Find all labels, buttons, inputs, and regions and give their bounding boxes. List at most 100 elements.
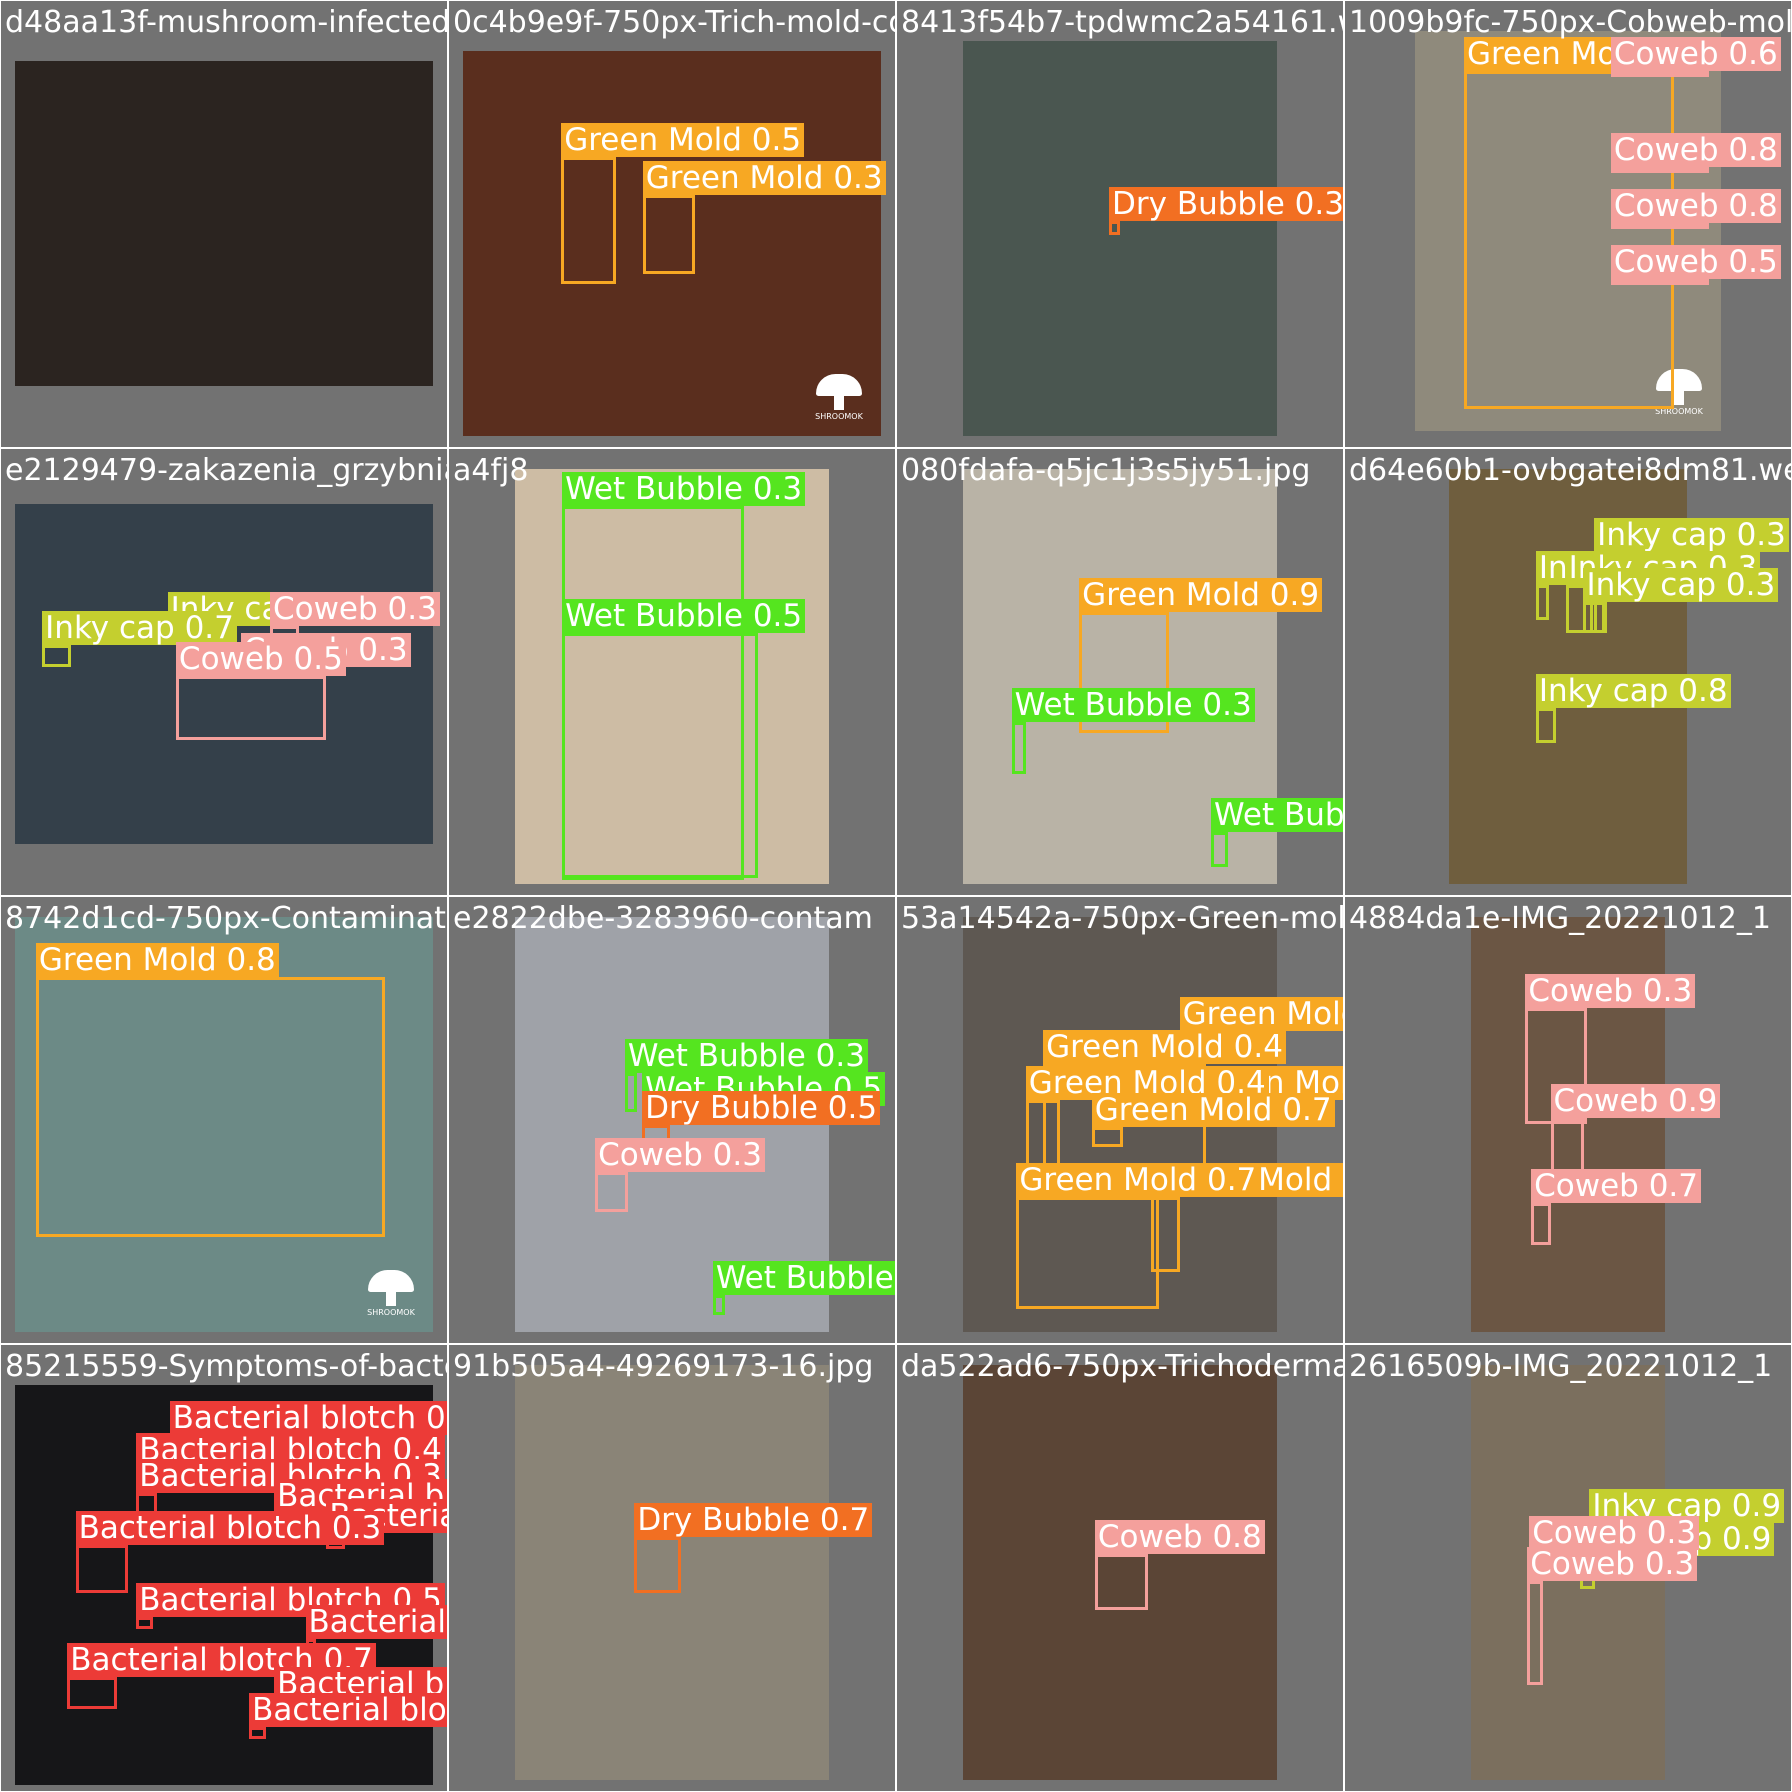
tile-filename: 8413f54b7-tpdwmc2a54161.webp: [901, 5, 1343, 40]
detection-box: [1091, 1126, 1124, 1148]
detection-box: [1094, 1553, 1149, 1610]
detection-box: [624, 1072, 638, 1113]
detection-label: Bacterial blotch 0.8: [305, 1605, 447, 1639]
tile-filename: d48aa13f-mushroom-infected-with-verticil…: [5, 5, 447, 40]
photo-image: [515, 1365, 829, 1780]
mosaic-tile: Wet Bubble 0.3 Wet Bubble 0.5 Dry Bubble 0…: [449, 897, 895, 1343]
detection-label: Wet Bubble 0.3: [562, 472, 806, 507]
detection-label: Bacterial blotch 0.5: [136, 1583, 445, 1617]
detection-box: [1535, 707, 1557, 743]
mosaic-tile: Coweb 0.8 da522ad6-750px-Trichoderma-gree…: [897, 1345, 1343, 1791]
tile-filename: 0c4b9e9f-750px-Trich-mold-contamination.…: [453, 5, 895, 40]
shroomok-logo: SHROOMOK: [361, 1270, 421, 1320]
detection-label: Coweb 0.7: [1531, 1169, 1701, 1204]
detection-box: [249, 1727, 266, 1739]
detection-label: Coweb 0.8: [1610, 133, 1781, 167]
detection-label: Bacterial blotch 0.3: [249, 1693, 447, 1727]
detection-box: [642, 195, 695, 275]
detection-box: [712, 1294, 726, 1316]
detection-box: [1610, 223, 1709, 229]
tile-filename: 85215559-Symptoms-of-bacterial: [5, 1349, 447, 1384]
detection-label: Green Mold 0.7: [1091, 1092, 1335, 1127]
detection-box: [1011, 722, 1026, 775]
tile-filename: da522ad6-750px-Trichoderma-green-mold: [901, 1349, 1343, 1384]
logo-text: SHROOMOK: [367, 1308, 415, 1317]
photo-image: [963, 1365, 1277, 1780]
detection-label: Inky cap 0.8: [1535, 673, 1731, 708]
detection-box: [1535, 585, 1549, 621]
detection-label: Coweb 0.8: [1610, 189, 1781, 223]
detection-box: [634, 1537, 682, 1594]
detection-label: Green Mold 0.3: [1179, 997, 1343, 1032]
tile-filename: 2616509b-IMG_20221012_1: [1349, 1349, 1773, 1384]
shroomok-logo: SHROOMOK: [1649, 369, 1709, 419]
mosaic-tile: SHROOMOK Green Mold 0.5 Green Mold 0.3 0c4b…: [449, 1, 895, 447]
detection-label: Dry Bubble 0.3: [1109, 186, 1343, 221]
tile-filename: 080fdafa-q5jc1j3s5jy51.jpg: [901, 453, 1311, 488]
logo-text: SHROOMOK: [1655, 407, 1703, 416]
mosaic-tile: Wet Bubble 0.3 Wet Bubble 0.5 a4fj8: [449, 449, 895, 895]
detection-label: Green Mold 0.4: [1043, 1030, 1286, 1065]
tile-filename: e2822dbe-3283960-contam: [453, 901, 873, 936]
detection-box: [1610, 167, 1709, 173]
mosaic-tile: Dry Bubble 0.7 91b505a4-49269173-16.jpg: [449, 1345, 895, 1791]
detection-box: [561, 156, 616, 284]
photo-image: [963, 41, 1277, 436]
tile-filename: 1009b9fc-750px-Cobweb-mold.webp: [1349, 5, 1791, 40]
detection-label: Dry Bubble 0.7: [634, 1503, 873, 1538]
detection-label: Wet Bubble 0.3: [624, 1038, 868, 1073]
tile-filename: d64e60b1-ovbgatei8dm81.webp: [1349, 453, 1791, 488]
tile-filename: 53a14542a-750px-Green-mold-contaminated: [901, 901, 1343, 936]
photo-image: [515, 469, 829, 884]
detection-box: [1525, 1008, 1588, 1125]
detection-label: Bacterial blotch 0.7: [169, 1401, 447, 1435]
mosaic-tile: Dry Bubble 0.3 8413f54b7-tpdwmc2a54161.we…: [897, 1, 1343, 447]
detection-box: [1583, 601, 1605, 633]
detection-box: [1016, 1197, 1160, 1310]
detection-box: [1565, 585, 1593, 633]
detection-label: Dry Bubble 0.5: [642, 1090, 881, 1125]
mosaic-tile: SHROOMOK Green Mold 0.8 8742d1cd-750px-Con…: [1, 897, 447, 1343]
detection-label: Coweb 0.9: [1550, 1084, 1721, 1119]
mosaic-tile: Green Mold 0.9 Wet Bubble 0.3 Wet Bubble 0…: [897, 449, 1343, 895]
detection-box: [1079, 612, 1169, 733]
mosaic-tile: d48aa13f-mushroom-infected-with-verticil…: [1, 1, 447, 447]
photo-image: [463, 51, 881, 436]
detection-label: Green Mold 0.5: [561, 122, 805, 157]
detection-label: Green Mold 0.4: [1025, 1065, 1269, 1100]
detection-label: Inky cap 0.3: [1583, 567, 1779, 602]
detection-label: Wet Bubble 0.5: [562, 598, 806, 633]
detection-label: Inky cap 0.3: [1594, 518, 1789, 552]
tile-filename: 91b505a4-49269173-16.jpg: [453, 1349, 874, 1384]
detection-box: [1109, 220, 1120, 235]
detection-label: Wet Bubble 0.4: [1211, 798, 1343, 833]
detection-box: [1550, 1118, 1584, 1175]
detection-label: Green Mold 0.9: [1079, 578, 1323, 613]
detection-label: Bacterial blotch 0.3: [75, 1511, 385, 1545]
detection-box: [595, 1172, 629, 1212]
tile-filename: e2129479-zakazenia_grzybnia4f.jpg: [5, 453, 447, 488]
detection-label: Coweb 0.3: [595, 1138, 765, 1173]
detection-box: [1531, 1203, 1551, 1245]
detection-box: [35, 977, 385, 1237]
detection-box: [75, 1545, 128, 1593]
logo-text: SHROOMOK: [815, 412, 863, 421]
detection-box: [1610, 71, 1709, 77]
detection-box: [175, 675, 327, 741]
photo-image: [15, 917, 433, 1332]
detection-label: Wet Bubble 0.3: [1011, 688, 1255, 723]
detection-box: [1151, 1197, 1180, 1272]
detection-label: Wet Bubble 0.3: [712, 1260, 895, 1295]
detection-label: Coweb 0.6: [1610, 37, 1781, 71]
detection-box: [1610, 279, 1709, 285]
photo-image: [15, 61, 433, 386]
detection-box: [1527, 1580, 1543, 1685]
detection-box: [42, 645, 72, 668]
tile-filename: 4884da1e-IMG_20221012_1: [1349, 901, 1771, 936]
shroomok-logo: SHROOMOK: [809, 374, 869, 424]
